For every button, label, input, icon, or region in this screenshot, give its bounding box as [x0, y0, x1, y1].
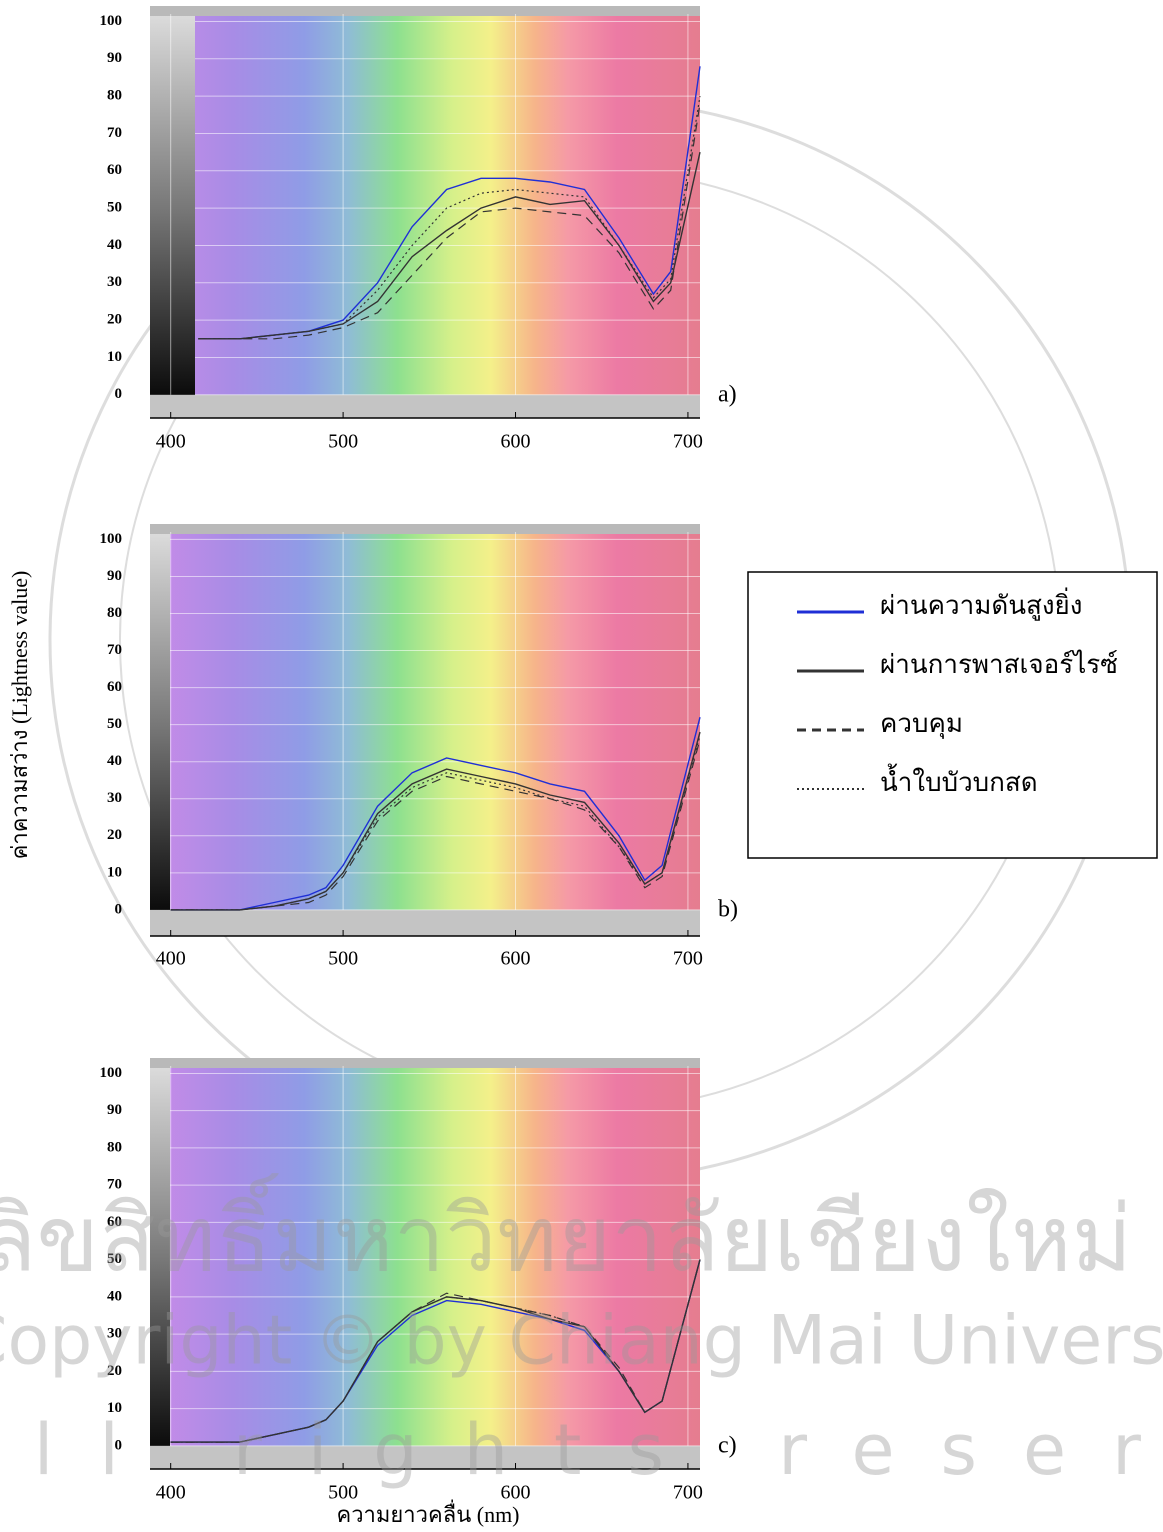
y-tick-label: 70: [107, 642, 122, 658]
y-tick-label: 10: [107, 349, 122, 365]
panel-label: b): [718, 897, 738, 923]
x-tick-label: 400: [156, 948, 186, 970]
x-tick-label: 600: [501, 948, 531, 970]
y-tick-label: 10: [107, 864, 122, 880]
series-line: [170, 717, 701, 911]
top-band: [150, 6, 700, 16]
series-line: [198, 103, 701, 340]
y-tick-label: 60: [107, 679, 122, 695]
y-tick-label: 90: [107, 1102, 122, 1118]
y-tick-label: 100: [100, 13, 123, 29]
x-tick-label: 500: [328, 948, 358, 970]
x-axis-label: ความยาวคลื่น (nm): [336, 1499, 519, 1527]
y-tick-label: 90: [107, 50, 122, 66]
y-tick-label: 40: [107, 1288, 122, 1304]
y-tick-label: 20: [107, 1363, 122, 1379]
y-tick-label: 0: [115, 386, 123, 402]
x-tick-label: 500: [328, 1482, 358, 1504]
x-tick-label: 700: [673, 431, 703, 453]
x-tick-label: 400: [156, 431, 186, 453]
bottom-band: [150, 1445, 700, 1469]
legend-label: ควบคุม: [880, 709, 963, 739]
y-tick-label: 50: [107, 200, 122, 216]
series-line: [198, 151, 701, 340]
bottom-band: [150, 394, 700, 418]
series-line: [170, 1259, 701, 1443]
watermark-text: ลิขสิทธิ์มหาวิทยาลัยเชียงใหม่: [0, 1172, 1132, 1292]
panel-label: c): [718, 1433, 737, 1459]
x-tick-label: 700: [673, 1482, 703, 1504]
plot-background: [150, 14, 700, 406]
plot-background: [150, 532, 700, 921]
x-tick-label: 600: [501, 1482, 531, 1504]
legend-box: [747, 571, 1158, 859]
series-line: [170, 739, 701, 911]
y-tick-label: 40: [107, 753, 122, 769]
series-line: [170, 1259, 701, 1443]
bottom-band: [150, 909, 700, 936]
y-tick-label: 70: [107, 125, 122, 141]
legend-label: ผ่านความดันสูงยิ่ง: [880, 587, 1083, 621]
top-band: [150, 524, 700, 534]
series-line: [198, 96, 701, 340]
y-tick-label: 80: [107, 88, 122, 104]
y-tick-label: 80: [107, 605, 122, 621]
y-tick-label: 0: [115, 1437, 123, 1453]
watermark-text: All rights reserved: [0, 1409, 1163, 1491]
watermark-text: Copyright © by Chiang Mai University: [0, 1302, 1163, 1381]
panel-label: a): [718, 382, 737, 408]
y-tick-label: 40: [107, 237, 122, 253]
y-tick-label: 100: [100, 531, 123, 547]
y-tick-label: 80: [107, 1139, 122, 1155]
top-band: [150, 1058, 700, 1068]
x-tick-label: 400: [156, 1482, 186, 1504]
x-tick-label: 500: [328, 431, 358, 453]
y-tick-label: 90: [107, 568, 122, 584]
y-tick-label: 0: [115, 901, 123, 917]
chart: 0 10 20 30 40 50 60 70 80 90 100 400 500 600 700 b) ค่าค…: [7, 524, 738, 970]
legend: [747, 571, 1158, 859]
y-axis-label: ค่าความสว่าง (Lightness value): [7, 571, 32, 860]
y-tick-label: 20: [107, 827, 122, 843]
legend-label: น้ำใบบัวบกสด: [880, 763, 1038, 797]
y-tick-label: 70: [107, 1177, 122, 1193]
legend-label: ผ่านการพาสเจอร์ไรซ์: [880, 649, 1118, 679]
legend-entries: ผ่านความดันสูงยิ่งผ่านการพาสเจอร์ไรซ์ควบ…: [797, 587, 1118, 797]
y-tick-label: 60: [107, 1214, 122, 1230]
y-tick-label: 20: [107, 312, 122, 328]
y-tick-label: 100: [100, 1065, 123, 1081]
grey-scale: [150, 14, 195, 406]
y-tick-label: 30: [107, 274, 122, 290]
grey-scale: [150, 532, 170, 921]
y-tick-label: 50: [107, 1251, 122, 1267]
chart: 0 10 20 30 40 50 60 70 80 90 100 400 500 600 700 c) ความ…: [100, 1058, 737, 1527]
plot-background: [150, 1066, 700, 1457]
grey-scale: [150, 1066, 170, 1457]
x-tick-label: 600: [501, 431, 531, 453]
y-tick-label: 10: [107, 1400, 122, 1416]
chart: 0 10 20 30 40 50 60 70 80 90 100 400 500 600 700 a): [100, 6, 737, 453]
y-tick-label: 60: [107, 162, 122, 178]
y-tick-label: 30: [107, 1326, 122, 1342]
y-tick-label: 50: [107, 716, 122, 732]
y-tick-label: 30: [107, 790, 122, 806]
x-tick-label: 700: [673, 948, 703, 970]
